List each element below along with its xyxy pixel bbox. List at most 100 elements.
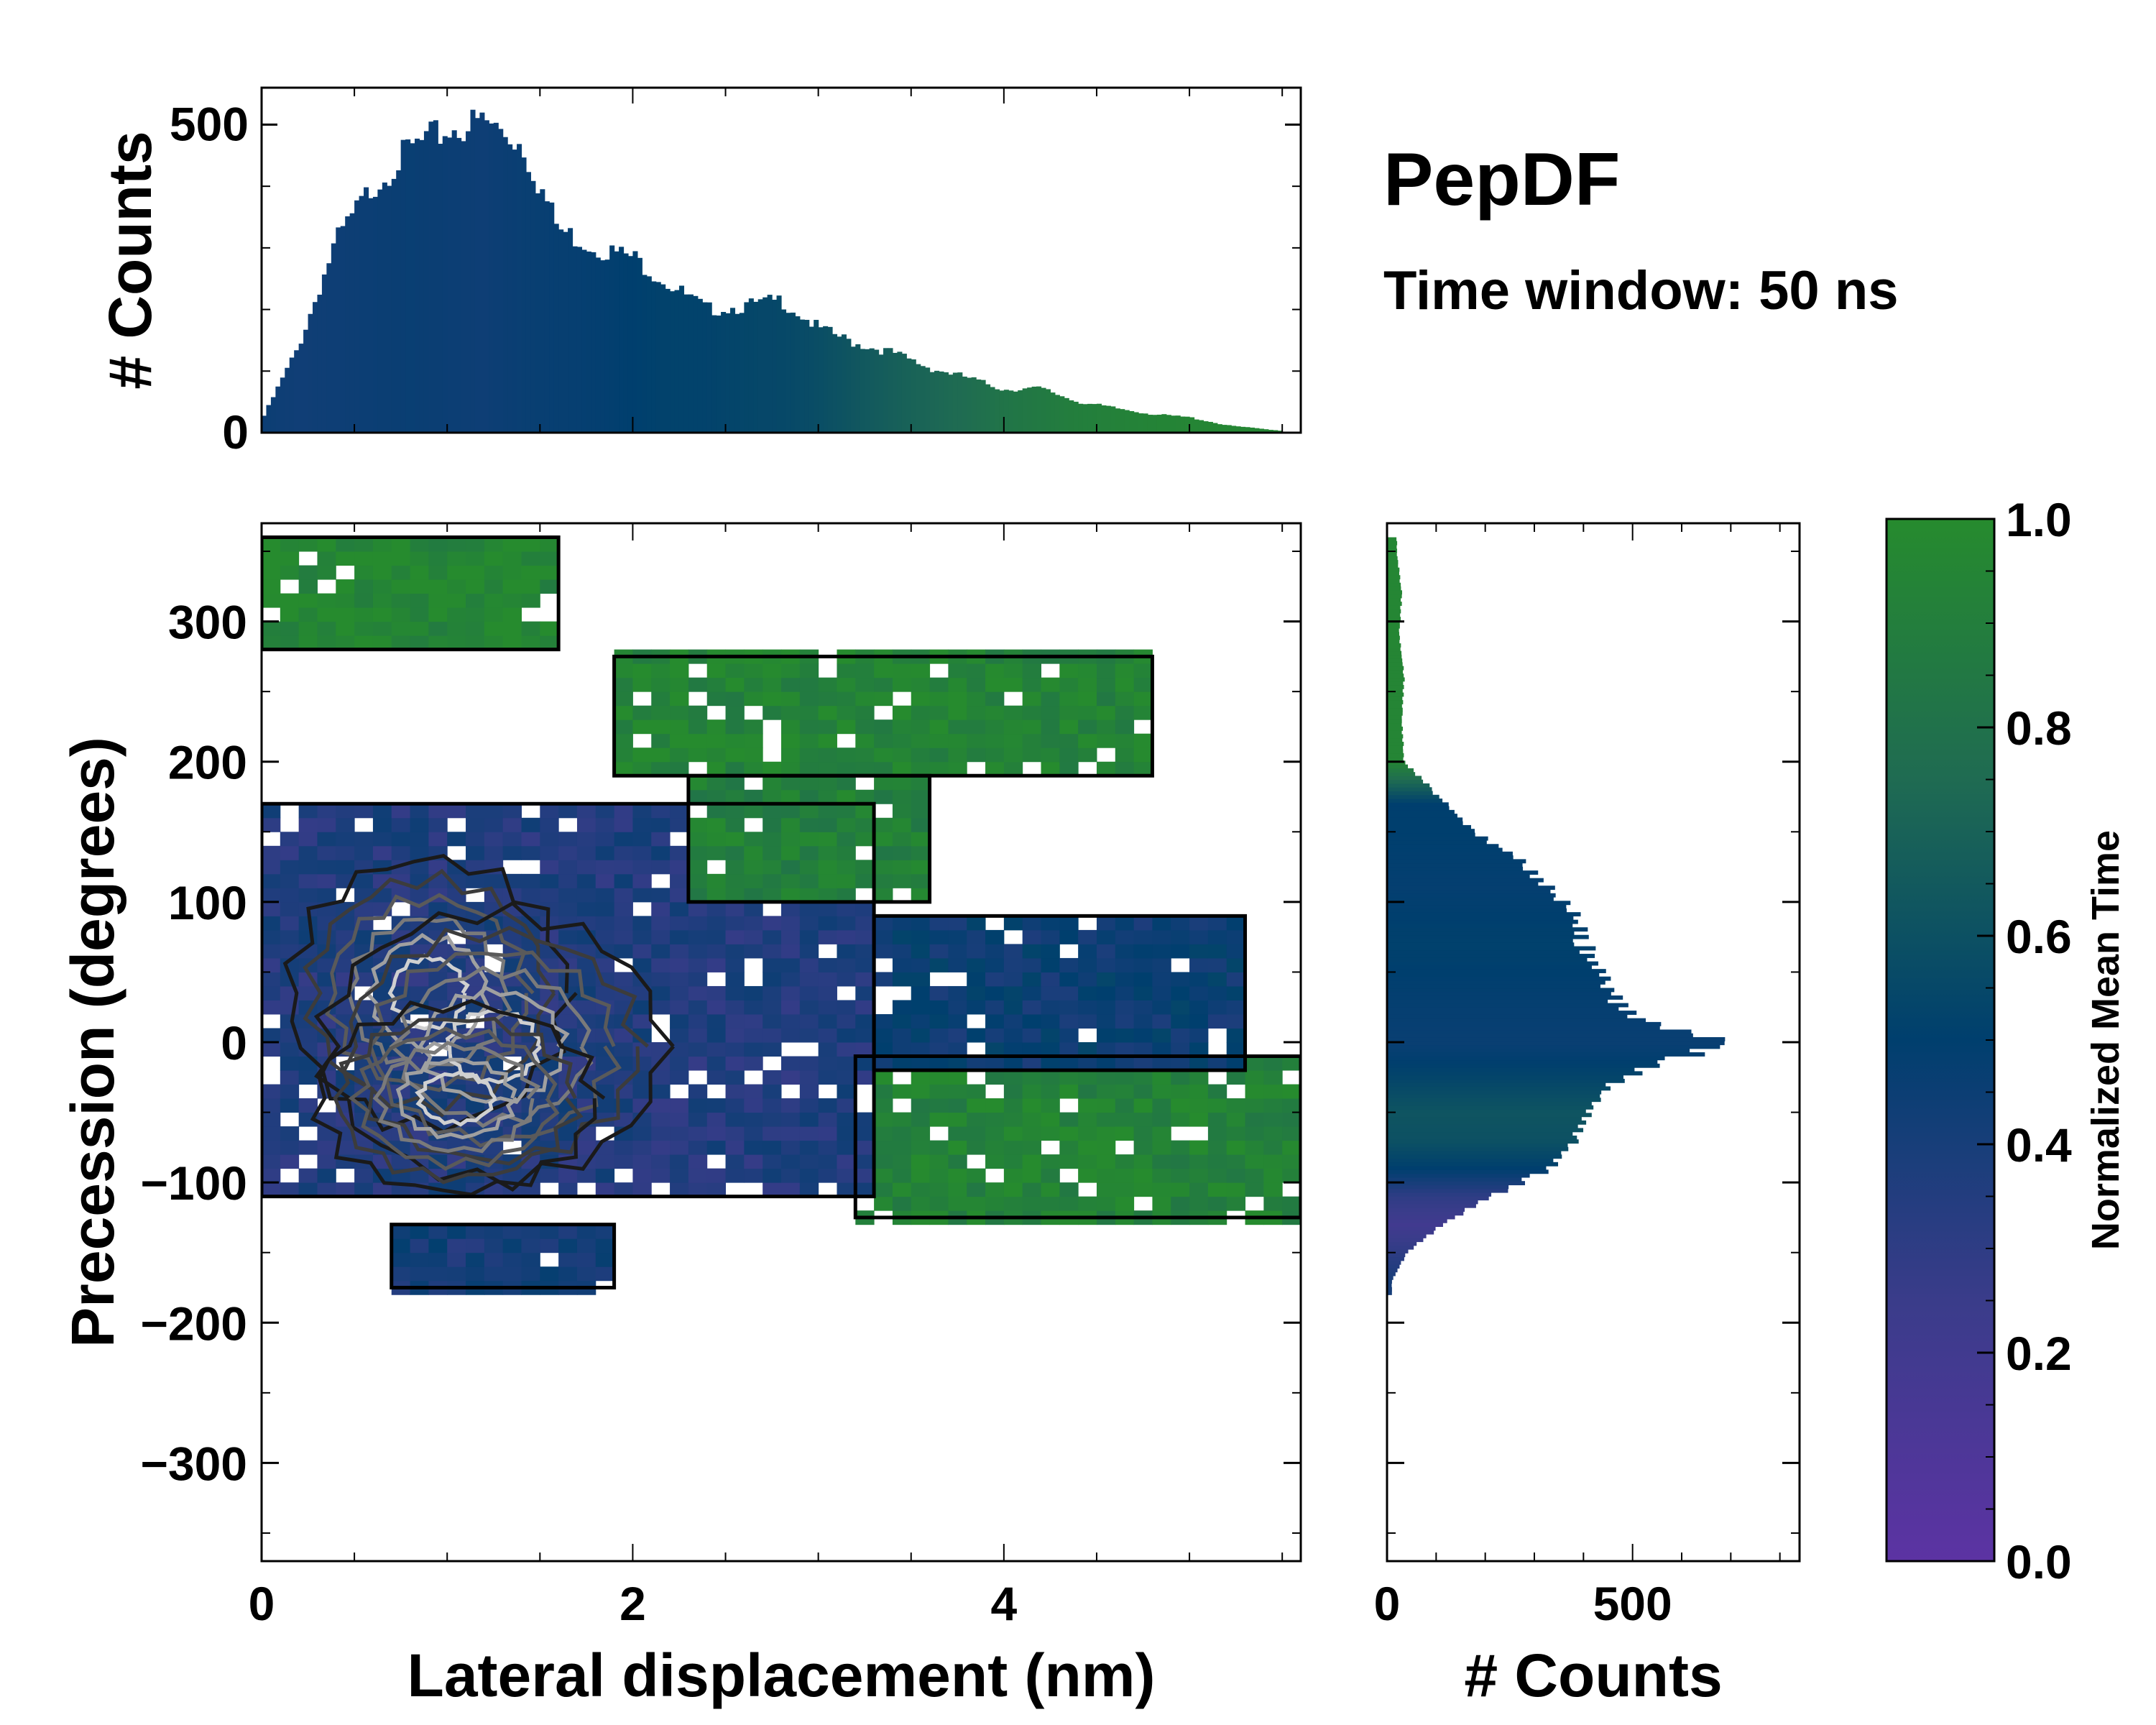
heatmap-cell (818, 1154, 837, 1169)
heatmap-cell (651, 1140, 671, 1155)
top-histogram-bar (553, 224, 559, 433)
heatmap-cell (576, 1266, 596, 1282)
heatmap-cell (595, 916, 615, 931)
heatmap-cell (744, 929, 763, 944)
right-histogram-bar (1387, 1226, 1436, 1231)
heatmap-cell (1226, 1196, 1246, 1211)
right-histogram-bar (1387, 1105, 1594, 1110)
heatmap-cell (1078, 944, 1097, 959)
heatmap-cell (670, 1070, 689, 1085)
heatmap-cell (280, 901, 300, 916)
right-histogram-bar (1387, 742, 1404, 746)
heatmap-cell (1226, 1154, 1246, 1169)
top-histogram-bar (837, 336, 842, 433)
heatmap-cell (688, 776, 708, 791)
heatmap-cell (1003, 944, 1023, 959)
heatmap-cell (967, 1112, 986, 1127)
top-histogram-bar (1031, 386, 1037, 433)
heatmap-cell (372, 635, 392, 650)
right-histogram-bar (1387, 965, 1592, 970)
heatmap-cell (1003, 748, 1023, 763)
heatmap-cell (688, 677, 708, 692)
heatmap-cell (651, 1126, 671, 1141)
heatmap-cell (1059, 1000, 1079, 1015)
heatmap-cell (540, 579, 559, 594)
heatmap-cell (1133, 1056, 1153, 1071)
heatmap-cell (1059, 1140, 1079, 1155)
heatmap-cell (410, 551, 429, 566)
top-histogram-bar (623, 253, 629, 433)
heatmap-cell (1245, 1084, 1264, 1099)
heatmap-cell (967, 733, 986, 748)
heatmap-cell (614, 705, 633, 720)
top-histogram-bar (586, 251, 591, 433)
heatmap-cell (484, 845, 504, 860)
right-histogram-bar (1387, 582, 1401, 587)
top-histogram-bar (493, 122, 499, 433)
heatmap-cell (317, 1168, 336, 1183)
heatmap-cell (688, 944, 708, 959)
density-contour (395, 1057, 518, 1140)
top-histogram-bar (415, 138, 420, 433)
heatmap-cell (1078, 1140, 1097, 1155)
heatmap-cell (262, 1182, 281, 1197)
heatmap-cell (280, 860, 300, 875)
top-histogram-bar (433, 120, 438, 433)
right-histogram-bar (1387, 575, 1401, 580)
heatmap-cell (576, 1168, 596, 1183)
heatmap-cell (874, 873, 893, 888)
heatmap-cell (837, 776, 856, 791)
heatmap-cell (1022, 1013, 1041, 1029)
heatmap-cell (929, 1098, 949, 1113)
heatmap-cell (558, 1238, 578, 1254)
heatmap-cell (595, 845, 615, 860)
heatmap-cell (521, 888, 540, 903)
top-histogram-bar (317, 294, 323, 433)
heatmap-cell (1022, 1168, 1041, 1183)
heatmap-cell (1041, 944, 1060, 959)
top-histogram-bar (892, 352, 898, 433)
right-histogram-bar (1387, 787, 1432, 792)
heatmap-cell (706, 776, 727, 791)
heatmap-cell (911, 1196, 931, 1211)
top-histogram-bar (990, 387, 995, 433)
top-histogram-bar (748, 298, 754, 433)
heatmap-cell (1133, 1168, 1153, 1183)
heatmap-cell (1096, 1112, 1116, 1127)
heatmap-cell (706, 677, 727, 692)
top-histogram-bar (359, 196, 364, 433)
heatmap-cell (781, 719, 801, 735)
top-histogram-bar (763, 297, 768, 433)
heatmap-cell (1115, 1000, 1135, 1015)
heatmap-cell (521, 579, 540, 594)
heatmap-cell (280, 888, 300, 903)
heatmap-cell (688, 748, 708, 763)
top-histogram-bar (544, 201, 550, 433)
heatmap-cell (948, 748, 967, 763)
heatmap-cell (892, 860, 912, 875)
heatmap-cell (948, 677, 967, 692)
heatmap-cell (1096, 719, 1116, 735)
heatmap-cell (1078, 705, 1097, 720)
top-histogram-bar (1212, 423, 1218, 433)
top-histogram-bar (266, 405, 272, 433)
heatmap-cell (1207, 929, 1227, 944)
right-histogram-bar (1387, 617, 1401, 622)
heatmap-cell (799, 985, 819, 1000)
right-histogram-bar (1387, 545, 1397, 549)
heatmap-cell (818, 1098, 837, 1113)
heatmap-cell (1003, 1112, 1023, 1127)
heatmap-cell (521, 551, 540, 566)
heatmap-cell (763, 916, 782, 931)
heatmap-cell (280, 1070, 300, 1085)
top-histogram-bar (1096, 403, 1102, 433)
heatmap-cell (781, 832, 801, 847)
top-histogram-bar (827, 326, 833, 433)
heatmap-cell (1022, 663, 1041, 678)
heatmap-cell (725, 1098, 745, 1113)
heatmap-cell (317, 621, 336, 636)
heatmap-cell (818, 929, 837, 944)
top-histogram-bar (651, 281, 657, 433)
main-xtick-label: 0 (249, 1577, 275, 1630)
top-histogram-bar (721, 312, 727, 433)
